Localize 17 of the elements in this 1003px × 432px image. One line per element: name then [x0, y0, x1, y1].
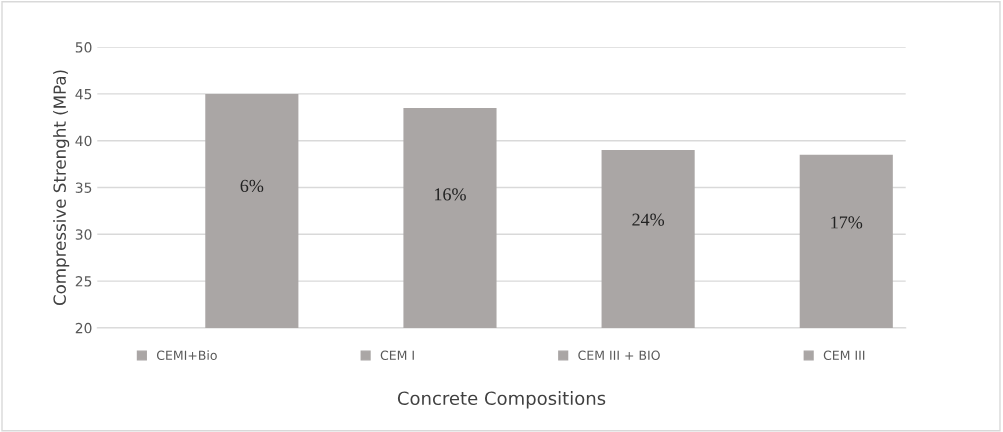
y-tick-label: 30 — [75, 229, 92, 240]
y-tick-label: 20 — [75, 322, 92, 334]
y-axis-title: Compressive Strenght (MPa) — [53, 70, 70, 306]
legend-label: CEMI+Bio — [156, 350, 217, 361]
annotation: 24% — [632, 213, 665, 226]
annotation: 16% — [435, 188, 466, 201]
legend-label: CEM I — [380, 350, 414, 361]
x-axis-title: Concrete Compositions — [397, 391, 606, 409]
y-tick-label: 35 — [75, 182, 92, 193]
annotation: 17% — [831, 216, 863, 229]
y-tick-label: 40 — [75, 135, 92, 147]
annotation: 6% — [240, 179, 264, 193]
y-tick-label: 25 — [75, 276, 92, 287]
y-tick-label: 50 — [75, 42, 92, 53]
legend-label: CEM III — [823, 350, 865, 361]
y-tick-label: 45 — [75, 89, 92, 100]
legend-label: CEM III + BIO — [578, 350, 660, 361]
